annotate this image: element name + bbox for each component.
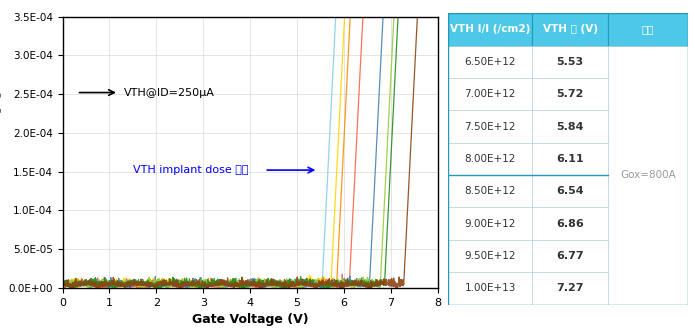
Bar (532, 13, 608, 46)
Text: 6.50E+12: 6.50E+12 (464, 57, 516, 67)
Text: 7.50E+12: 7.50E+12 (464, 121, 516, 131)
Bar (448, 208, 532, 240)
Text: 비고: 비고 (642, 24, 654, 34)
Text: 6.54: 6.54 (557, 186, 584, 196)
X-axis label: Gate Voltage (V): Gate Voltage (V) (192, 313, 309, 326)
Bar (448, 272, 532, 305)
Bar (608, 46, 688, 305)
Bar (448, 110, 532, 143)
Text: VTH implant dose 감소: VTH implant dose 감소 (133, 165, 248, 175)
Bar (448, 46, 532, 78)
Text: VTH 값 (V): VTH 값 (V) (543, 24, 598, 34)
Bar (608, 13, 688, 46)
Bar (448, 175, 532, 208)
Text: 8.50E+12: 8.50E+12 (464, 186, 516, 196)
Bar (532, 143, 608, 175)
Bar (448, 13, 532, 46)
Text: VTH@ID=250μA: VTH@ID=250μA (124, 87, 215, 98)
Bar (532, 46, 608, 78)
Text: 9.00E+12: 9.00E+12 (464, 218, 516, 229)
Bar (532, 175, 608, 208)
Bar (448, 78, 532, 110)
Text: 5.53: 5.53 (557, 57, 584, 67)
Bar (532, 240, 608, 272)
Bar (532, 78, 608, 110)
Bar (532, 110, 608, 143)
Bar (448, 240, 532, 272)
Text: 6.86: 6.86 (556, 218, 584, 229)
Text: 9.50E+12: 9.50E+12 (464, 251, 516, 261)
Text: 6.77: 6.77 (557, 251, 584, 261)
Text: VTH I/I (/cm2): VTH I/I (/cm2) (450, 24, 530, 34)
Text: 6.11: 6.11 (557, 154, 584, 164)
Y-axis label: Drain Current [A]: Drain Current [A] (0, 91, 3, 213)
Text: Gox=800A: Gox=800A (620, 170, 676, 180)
Text: 5.84: 5.84 (557, 121, 584, 131)
Text: 1.00E+13: 1.00E+13 (464, 283, 516, 293)
Text: 7.00E+12: 7.00E+12 (464, 89, 516, 99)
Text: 5.72: 5.72 (557, 89, 584, 99)
Bar (532, 208, 608, 240)
Bar (532, 272, 608, 305)
Bar (448, 143, 532, 175)
Text: 8.00E+12: 8.00E+12 (464, 154, 516, 164)
Text: 7.27: 7.27 (557, 283, 584, 293)
